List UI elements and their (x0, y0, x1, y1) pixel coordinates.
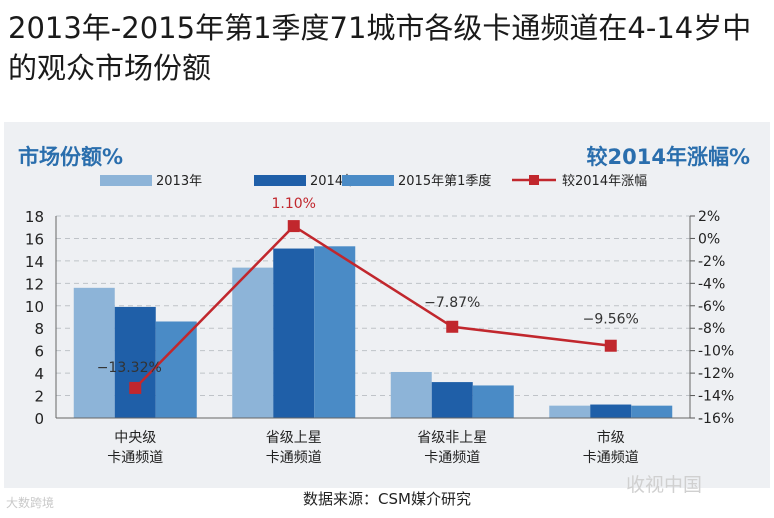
data-label: 1.10% (272, 196, 316, 212)
x-tick-label: 省级上星 (266, 430, 322, 446)
y-tick-label-left: 14 (25, 253, 44, 271)
source-note: 数据来源：CSM媒介研究 (303, 490, 471, 508)
change-marker (287, 220, 300, 233)
bar (314, 246, 356, 418)
y-tick-label-left: 4 (34, 365, 44, 383)
bar (155, 321, 197, 418)
x-tick-label: 中央级 (114, 430, 156, 446)
data-label: −13.32% (97, 360, 162, 376)
bar (114, 306, 156, 418)
y-tick-label-right: -12% (698, 366, 734, 382)
y-tick-label-left: 8 (34, 320, 44, 338)
watermark-right: 收视中国 (626, 474, 703, 496)
bar (390, 371, 432, 418)
y-tick-label-right: -16% (698, 411, 734, 427)
y-tick-label-right: -10% (698, 344, 734, 360)
legend-label: 较2014年涨幅 (562, 174, 647, 189)
right-axis-title: 较2014年涨幅% (587, 145, 751, 169)
bar (549, 405, 591, 418)
bar (631, 405, 673, 418)
change-line (134, 224, 611, 389)
y-tick-label-left: 6 (34, 343, 44, 361)
chart-panel: 市场份额% 较2014年涨幅% 2013年 2014年 2015年第1季度 较2014年涨… (4, 122, 770, 488)
data-label: −7.87% (424, 295, 480, 311)
data-label: −9.56% (583, 312, 639, 328)
bar (273, 248, 315, 418)
y-tick-label-right: -2% (698, 254, 725, 270)
change-marker (446, 320, 459, 333)
y-tick-label-right: 2% (698, 209, 720, 225)
x-tick-label: 省级非上星 (417, 430, 487, 446)
y-tick-label-left: 0 (34, 410, 44, 428)
y-tick-label-right: -8% (698, 321, 725, 337)
y-tick-label-right: -14% (698, 389, 734, 405)
legend-swatch (342, 175, 394, 186)
change-marker (604, 339, 617, 352)
bar (232, 267, 274, 418)
legend-label: 2015年第1季度 (398, 173, 491, 189)
left-axis-title: 市场份额% (18, 145, 123, 169)
x-tick-label: 卡通频道 (583, 450, 639, 466)
x-tick-label: 卡通频道 (107, 450, 163, 466)
legend-swatch (254, 175, 306, 186)
bar (73, 287, 115, 418)
change-marker (129, 381, 142, 394)
x-tick-label: 卡通频道 (266, 450, 322, 466)
x-tick-label: 市级 (597, 429, 625, 446)
chart: 市场份额% 较2014年涨幅%2013年 2014年 2015年第1季度 较2014年涨… (18, 145, 751, 466)
bar (472, 385, 514, 418)
bar (431, 382, 473, 418)
page-title: 2013年-2015年第1季度71城市各级卡通频道在4-14岁中的观众市场份额 (8, 11, 752, 85)
watermark-left: 大数跨境 (6, 496, 55, 510)
y-tick-label-left: 12 (25, 275, 44, 293)
y-tick-label-left: 18 (25, 208, 44, 226)
x-tick-label: 卡通频道 (424, 450, 480, 466)
legend-label: 2013年 (156, 174, 202, 189)
legend-swatch (100, 175, 152, 186)
y-tick-label-right: -4% (698, 276, 725, 292)
legend-marker (529, 175, 539, 185)
y-tick-label-left: 16 (25, 230, 44, 248)
y-tick-label-left: 2 (34, 388, 44, 406)
bar (590, 404, 632, 418)
y-tick-label-right: -6% (698, 299, 725, 315)
y-tick-label-right: 0% (698, 231, 720, 247)
y-tick-label-left: 10 (25, 298, 44, 316)
